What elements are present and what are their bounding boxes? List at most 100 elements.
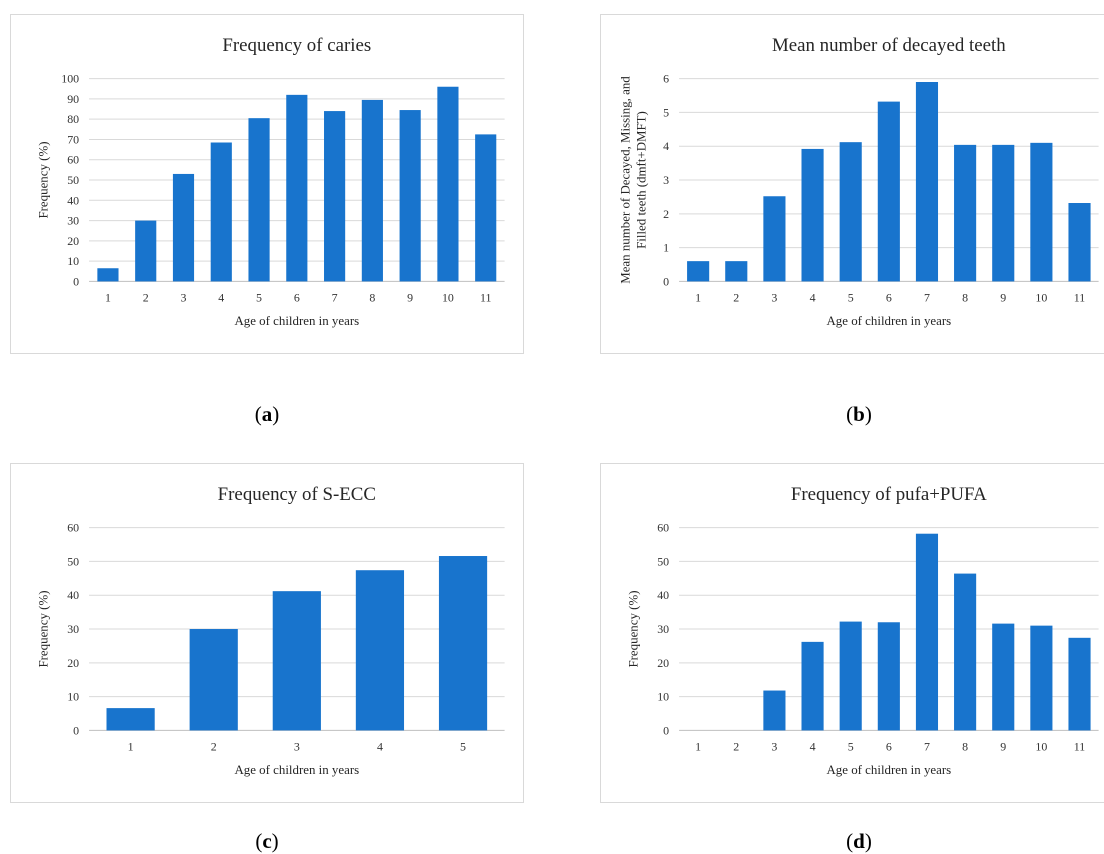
x-tick-label: 3 <box>294 739 300 753</box>
bar <box>725 261 748 282</box>
y-tick-label: 0 <box>663 274 669 288</box>
bar <box>135 220 157 282</box>
x-tick-label: 2 <box>211 739 217 753</box>
bar <box>763 690 786 731</box>
bar <box>97 268 119 282</box>
x-tick-label: 5 <box>848 739 854 753</box>
bar <box>1030 142 1053 282</box>
bar <box>915 82 939 282</box>
y-tick-label: 0 <box>73 274 79 288</box>
y-tick-label: 10 <box>67 254 79 268</box>
bar <box>801 148 824 282</box>
y-tick-label: 3 <box>663 173 669 187</box>
y-axis-label: Frequency (%) <box>35 591 50 668</box>
bar <box>877 101 900 282</box>
bar <box>801 641 824 731</box>
x-tick-label: 1 <box>695 739 701 753</box>
bar <box>106 708 155 731</box>
bar <box>1068 637 1091 731</box>
bar <box>355 570 405 731</box>
bar <box>172 173 195 282</box>
x-tick-label: 3 <box>771 290 777 304</box>
caption-a: (a) <box>254 402 280 426</box>
x-tick-label: 2 <box>143 290 149 304</box>
y-axis-label: Frequency (%) <box>35 142 50 219</box>
bar <box>1068 203 1091 282</box>
y-tick-label: 4 <box>663 139 669 153</box>
caption-letter-d: d <box>853 829 865 853</box>
caption-letter-c: c <box>262 829 272 853</box>
y-tick-label: 0 <box>73 723 79 737</box>
bar <box>763 196 786 282</box>
y-tick-label: 6 <box>663 72 669 86</box>
y-tick-label: 20 <box>657 656 669 670</box>
chart-panel-c: Frequency of S-ECC 0 10 20 30 40 50 60 1 2 3 4 5 Age … <box>10 463 524 803</box>
y-tick-label: 60 <box>67 153 79 167</box>
chart-title: Frequency of caries <box>222 35 371 56</box>
y-tick-label: 20 <box>67 234 79 248</box>
chart-panel-b: Mean number of decayed teeth 0 1 2 3 4 5 6 1 2 3 4 5… <box>600 14 1104 354</box>
x-tick-label: 6 <box>886 290 892 304</box>
x-tick-label: 10 <box>1035 290 1047 304</box>
y-tick-label: 40 <box>67 193 79 207</box>
y-tick-label: 30 <box>67 214 79 228</box>
x-tick-label: 5 <box>848 290 854 304</box>
caption-c: (c) <box>255 829 279 853</box>
y-tick-label: 30 <box>657 622 669 636</box>
bar <box>687 261 710 282</box>
x-tick-label: 4 <box>810 290 816 304</box>
x-tick-label: 7 <box>924 290 930 304</box>
bar <box>839 142 862 282</box>
x-tick-label: 4 <box>377 739 383 753</box>
chart-title: Frequency of S-ECC <box>218 484 376 505</box>
bar <box>189 629 238 731</box>
chart-svg-c: Frequency of S-ECC 0 10 20 30 40 50 60 1 2 3 4 5 Age … <box>35 484 505 777</box>
chart-svg-a: Frequency of caries 0 10 20 30 40 50 60 70 80 90 10… <box>35 35 505 328</box>
y-tick-label: 60 <box>657 521 669 535</box>
bar <box>286 94 308 282</box>
bar <box>438 556 488 731</box>
y-tick-label: 5 <box>663 105 669 119</box>
chart-panel-d: Frequency of pufa+PUFA 0 10 20 30 40 50 60 1 2 3 4 5… <box>600 463 1104 803</box>
x-axis-label: Age of children in years <box>234 762 359 777</box>
y-tick-label: 50 <box>657 554 669 568</box>
bar <box>954 144 977 282</box>
y-tick-label: 10 <box>657 690 669 704</box>
y-tick-label: 70 <box>67 132 79 146</box>
x-axis-label: Age of children in years <box>234 313 359 328</box>
x-tick-label: 1 <box>128 739 134 753</box>
x-tick-label: 10 <box>442 290 454 304</box>
x-tick-label: 11 <box>480 290 492 304</box>
x-tick-label: 7 <box>332 290 338 304</box>
y-tick-label: 80 <box>67 112 79 126</box>
y-tick-label: 40 <box>657 588 669 602</box>
bar <box>992 623 1015 731</box>
chart-panel-a: Frequency of caries 0 10 20 30 40 50 60 70 80 90 10… <box>10 14 524 354</box>
x-tick-label: 4 <box>218 290 224 304</box>
bar <box>915 533 939 731</box>
y-tick-label: 40 <box>67 588 79 602</box>
x-tick-label: 4 <box>810 739 816 753</box>
x-tick-label: 7 <box>924 739 930 753</box>
x-axis-label: Age of children in years <box>826 762 951 777</box>
y-axis-label: Frequency (%) <box>625 591 640 668</box>
caption-b: (b) <box>846 402 872 426</box>
y-tick-label: 10 <box>67 690 79 704</box>
y-tick-label: 100 <box>61 72 79 86</box>
x-tick-label: 2 <box>733 739 739 753</box>
y-tick-label: 2 <box>663 207 669 221</box>
x-tick-label: 3 <box>181 290 187 304</box>
x-tick-label: 3 <box>771 739 777 753</box>
x-tick-label: 1 <box>695 290 701 304</box>
caption-letter-b: b <box>853 402 865 426</box>
x-tick-label: 6 <box>294 290 300 304</box>
y-axis-label: Mean number of Decayed, Missing, and <box>617 76 632 284</box>
bar <box>437 86 459 282</box>
y-tick-label: 50 <box>67 173 79 187</box>
bar <box>272 591 321 731</box>
x-tick-label: 2 <box>733 290 739 304</box>
bar <box>992 144 1015 282</box>
bar <box>954 573 977 731</box>
chart-svg-d: Frequency of pufa+PUFA 0 10 20 30 40 50 60 1 2 3 4 5… <box>625 484 1099 777</box>
bar <box>248 118 270 282</box>
